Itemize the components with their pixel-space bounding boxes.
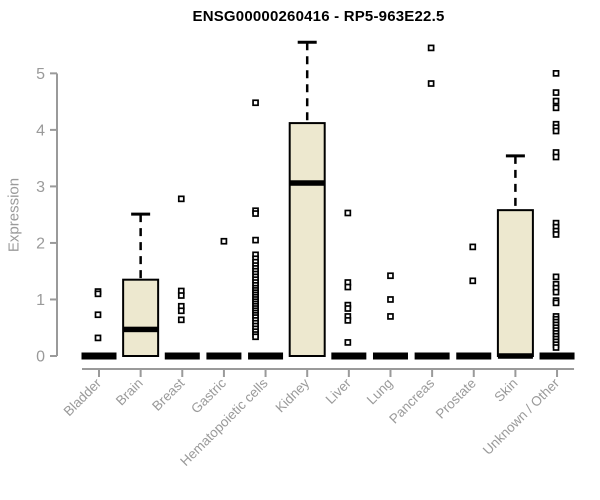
data-point [344,339,352,346]
x-tick-label: Unknown / Other [480,375,563,458]
x-tick-label: Skin [491,376,520,405]
x-tick-label: Bladder [61,375,105,419]
x-tick-label: Kidney [273,375,313,415]
data-point [427,80,435,87]
x-tick-label: Lung [364,376,396,408]
data-point [552,299,560,307]
data-point [344,317,352,324]
data-point [552,231,560,238]
y-tick-label: 2 [36,235,45,252]
data-point [177,307,185,315]
box-median [123,326,159,333]
data-point [344,209,352,217]
box [288,122,326,357]
data-point [252,99,259,107]
data-point [387,272,394,280]
collapsed-box-bar [81,352,117,360]
y-tick-label: 0 [36,349,45,366]
y-tick-label: 3 [36,179,45,196]
collapsed-box-bar [539,352,575,360]
box [122,278,160,358]
y-tick-label: 5 [36,66,45,83]
data-point [387,296,394,303]
data-point [177,292,185,299]
x-tick-label: Pancreas [386,375,437,426]
data-point [94,311,102,319]
collapsed-box-bar [206,352,242,360]
data-point [220,237,228,245]
box-median [497,353,533,359]
data-point [552,288,560,296]
x-tick-label: Breast [149,375,187,413]
data-point [552,273,560,281]
box-median [289,180,325,186]
collapsed-box-bar [456,352,492,360]
data-point [344,305,352,312]
collapsed-box-bar [414,352,450,360]
y-tick-label: 4 [36,122,45,139]
data-point [469,243,477,251]
data-point [252,333,259,341]
data-point [344,283,352,291]
collapsed-box-bar [372,352,408,360]
data-point [552,104,560,112]
data-point [427,44,435,52]
data-point [552,127,560,135]
chart-title: ENSG00000260416 - RP5-963E22.5 [192,8,445,25]
x-tick-label: Gastric [188,375,229,416]
box [496,209,534,357]
data-point [552,97,560,105]
y-tick-label: 1 [36,292,45,309]
data-point [387,313,394,320]
collapsed-box-bar [248,352,284,360]
data-point [252,210,259,217]
data-point [552,153,560,161]
data-point [552,69,560,77]
data-point [177,316,185,324]
x-tick-label: Liver [323,375,355,407]
data-point [552,89,560,96]
x-tick-label: Brain [113,376,146,409]
data-point [177,195,185,203]
data-point [94,290,102,298]
x-tick-label: Prostate [433,376,479,422]
collapsed-box-bar [331,352,367,360]
data-point [552,344,560,351]
collapsed-box-bar [164,352,200,360]
data-point [252,236,259,244]
data-point [469,277,477,285]
data-point [94,334,102,342]
